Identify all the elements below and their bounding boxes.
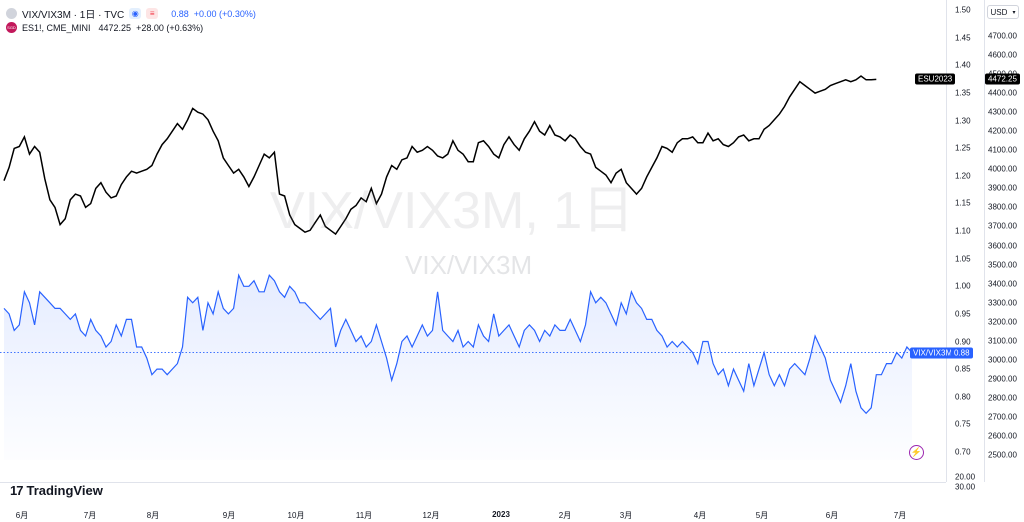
chart-plot[interactable] — [0, 0, 946, 482]
compare-badge-icon: SGD — [6, 22, 17, 33]
chevron-down-icon: ▾ — [1012, 9, 1016, 16]
tradingview-logo-text: TradingView — [26, 482, 103, 498]
series-name-tag-vix-ratio: VIX/VIX3M — [910, 347, 956, 359]
price-tick-label: 3200.00 — [988, 317, 1017, 327]
time-scale[interactable]: 6月 7月 8月 9月 10月 11月 12月 2023 2月 3月 4月 5月 6月 7月 — [0, 482, 946, 522]
price-tick-label: 3900.00 — [988, 183, 1017, 193]
last-price-tag-es: 4472.25 — [985, 73, 1020, 85]
price-tick-label: 2600.00 — [988, 431, 1017, 441]
price-tick-label: 3400.00 — [988, 279, 1017, 289]
ratio-tick-label: 30.00 — [955, 482, 976, 492]
symbol-value: 0.88 — [171, 8, 189, 19]
time-tick-label: 5月 — [755, 511, 769, 520]
symbol-title[interactable]: VIX/VIX3M · 1日 · TVC — [22, 10, 125, 21]
time-tick-label: 12月 — [422, 511, 440, 520]
time-tick-label: 6月 — [825, 511, 839, 520]
compare-symbol[interactable]: ES1!, CME_MINI — [22, 22, 91, 33]
ratio-tick-label: 0.70 — [955, 447, 971, 457]
series-name-tag-es: ESU2023 — [915, 73, 956, 85]
compare-change: +28.00 (+0.63%) — [136, 22, 204, 33]
time-tick-label: 4月 — [693, 511, 707, 520]
ratio-tick-label: 0.75 — [955, 419, 971, 429]
ratio-tick-label: 1.15 — [955, 198, 971, 208]
time-tick-label: 7月 — [83, 511, 97, 520]
series-line-es[interactable] — [3, 75, 877, 236]
watermark-sub: VIX/VIX3M — [405, 250, 533, 280]
ratio-tick-label: 0.90 — [955, 337, 971, 346]
area-fill-vix-ratio — [4, 275, 912, 460]
watermark-main: VIX/VIX3M, 1日 — [270, 182, 635, 240]
lightning-icon[interactable]: ⚡ — [909, 445, 924, 460]
last-price-tag-vix-ratio: 0.88 — [951, 347, 973, 359]
eye-icon[interactable]: ◉ — [129, 8, 142, 19]
symbol-logo-icon — [6, 8, 17, 19]
ratio-tick-label: 1.25 — [955, 143, 971, 153]
price-tick-label: 4600.00 — [988, 50, 1017, 60]
price-scale-es[interactable]: 4700.004600.004500.004400.004300.004200.… — [984, 0, 1024, 482]
ratio-tick-label: 20.00 — [955, 472, 976, 482]
time-tick-label: 2023 — [492, 510, 510, 519]
symbol-change: +0.00 (+0.30%) — [193, 8, 256, 19]
time-tick-label: 9月 — [222, 511, 236, 520]
time-tick-label: 11月 — [355, 511, 373, 520]
time-tick-label: 10月 — [287, 511, 305, 520]
price-tick-label: 2900.00 — [988, 374, 1017, 384]
price-tick-label: 3600.00 — [988, 241, 1017, 250]
ratio-tick-label: 1.10 — [955, 226, 971, 236]
price-tick-label: 3300.00 — [988, 298, 1017, 308]
price-tick-label: 2500.00 — [988, 450, 1017, 460]
time-tick-label: 2月 — [558, 511, 572, 520]
price-tick-label: 4100.00 — [988, 145, 1017, 155]
time-tick-label: 7月 — [893, 511, 907, 520]
price-tick-label: 3000.00 — [988, 355, 1017, 365]
ratio-tick-label: 0.85 — [955, 364, 971, 374]
ratio-tick-label: 1.05 — [955, 254, 971, 264]
price-tick-label: 2800.00 — [988, 393, 1017, 403]
ratio-tick-label: 1.00 — [955, 281, 971, 291]
price-tick-label: 2700.00 — [988, 412, 1017, 422]
price-tick-label: 4700.00 — [988, 31, 1017, 41]
tradingview-logo-icon: 17 — [10, 482, 24, 498]
legend-row-compare[interactable]: SGD ES1!, CME_MINI 4472.25 +28.00 (+0.63… — [6, 22, 203, 33]
time-tick-label: 6月 — [15, 511, 29, 520]
price-tick-label: 4200.00 — [988, 126, 1017, 136]
ratio-tick-label: 1.20 — [955, 171, 971, 181]
series-line-vix-ratio[interactable] — [3, 273, 913, 415]
price-tick-label: 3500.00 — [988, 260, 1017, 270]
price-tick-label: 3100.00 — [988, 336, 1017, 346]
tradingview-logo[interactable]: 17 TradingView — [10, 482, 103, 498]
currency-button[interactable]: USD ▾ — [987, 5, 1019, 19]
time-tick-label: 8月 — [146, 511, 160, 520]
ratio-tick-label: 0.95 — [955, 309, 971, 319]
price-tick-label: 4300.00 — [988, 107, 1017, 117]
price-tick-label: 3700.00 — [988, 221, 1017, 231]
ratio-tick-label: 1.30 — [955, 116, 971, 125]
compare-icon[interactable]: ≡ — [146, 8, 159, 19]
legend-row-main[interactable]: VIX/VIX3M · 1日 · TVC ◉ ≡ 0.88 +0.00 (+0.… — [6, 6, 256, 21]
ratio-tick-label: 1.40 — [955, 60, 971, 70]
ratio-tick-label: 1.35 — [955, 88, 971, 98]
ratio-tick-label: 1.50 — [955, 5, 971, 15]
ratio-tick-label: 0.80 — [955, 392, 971, 402]
compare-value: 4472.25 — [98, 22, 132, 33]
price-scale-ratio[interactable]: 1.50 1.45 1.40 1.35 1.30 1.25 1.20 1.15 1.10 1.05… — [946, 0, 985, 492]
price-tick-label: 3800.00 — [988, 202, 1017, 212]
ratio-tick-label: 1.45 — [955, 33, 971, 43]
price-tick-label: 4400.00 — [988, 88, 1017, 98]
currency-label: USD — [990, 7, 1008, 17]
price-tick-label: 4000.00 — [988, 164, 1017, 174]
time-tick-label: 3月 — [619, 511, 633, 520]
